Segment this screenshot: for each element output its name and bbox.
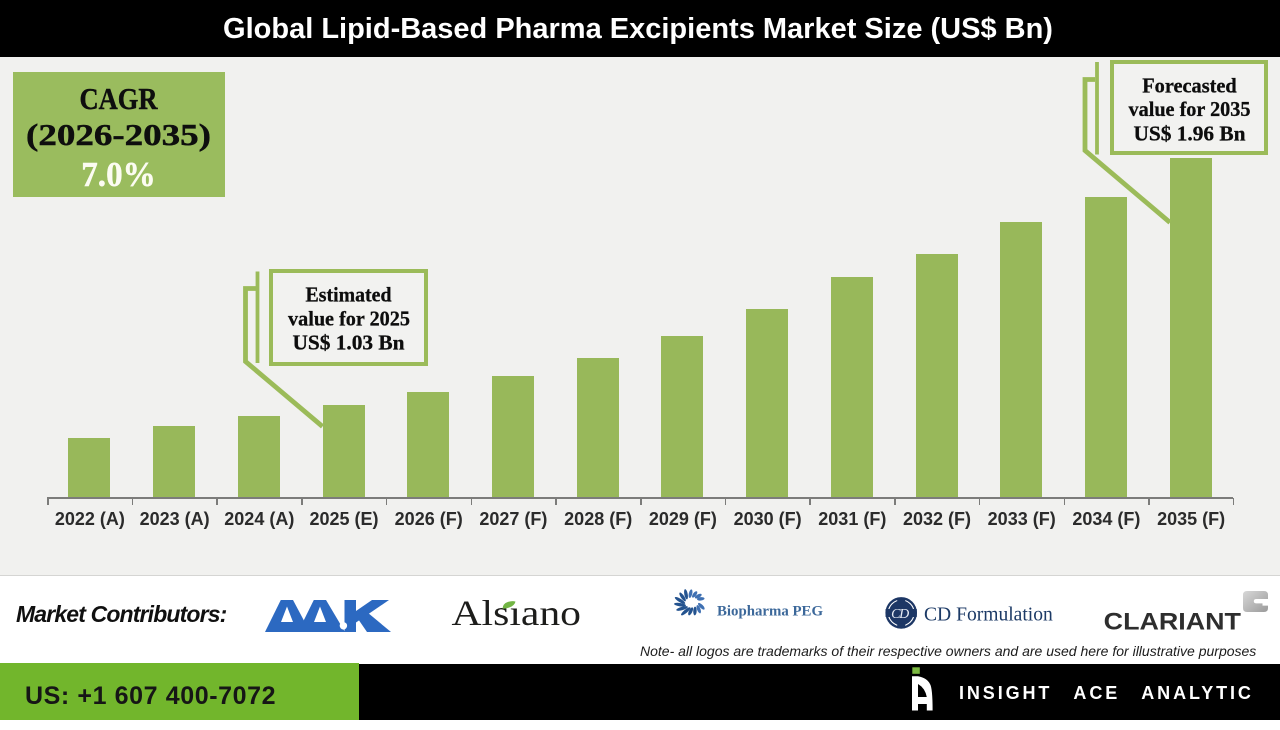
svg-text:Biopharma PEG: Biopharma PEG [717, 604, 823, 620]
svg-text:value for 2025: value for 2025 [288, 306, 410, 330]
svg-text:7.0%: 7.0% [81, 155, 156, 194]
svg-text:CLARIANT: CLARIANT [1104, 608, 1241, 635]
svg-text:C: C [891, 607, 901, 622]
svg-text:D: D [898, 607, 909, 622]
svg-text:US$ 1.96 Bn: US$ 1.96 Bn [1134, 121, 1246, 145]
svg-text:Estimated: Estimated [306, 283, 392, 307]
svg-text:Alsıano: Alsıano [452, 593, 582, 633]
svg-text:CD Formulation: CD Formulation [924, 604, 1053, 626]
svg-text:CAGR: CAGR [80, 81, 159, 116]
svg-text:Forecasted: Forecasted [1142, 73, 1237, 97]
svg-text:value for 2035: value for 2035 [1129, 97, 1251, 121]
svg-text:US$ 1.03 Bn: US$ 1.03 Bn [293, 331, 405, 355]
svg-text:(2026-2035): (2026-2035) [26, 117, 211, 152]
